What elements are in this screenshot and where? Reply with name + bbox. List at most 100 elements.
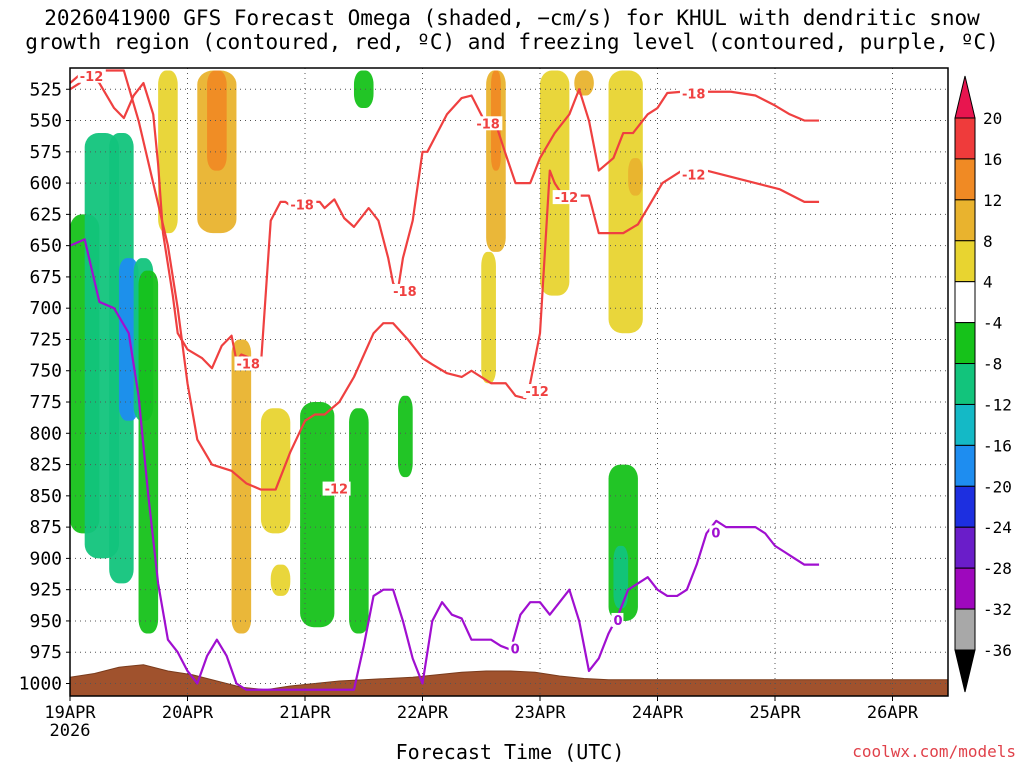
contour-label: -12 (555, 191, 579, 206)
colorbar-label: 12 (983, 191, 1002, 210)
colorbar-label: -20 (983, 477, 1012, 496)
chart-title-line-2: growth region (contoured, red, ºC) and f… (25, 30, 999, 54)
colorbar-bottom-arrow (954, 649, 976, 693)
colorbar-bin (954, 485, 976, 528)
colorbar-label: -16 (983, 436, 1012, 455)
colorbar-top-arrow (954, 75, 976, 119)
omega-shaded-region (300, 402, 335, 628)
omega-shaded-region (398, 395, 413, 478)
colorbar-label: 8 (983, 232, 993, 251)
contour-label-bg (679, 86, 708, 101)
colorbar-bin (954, 240, 976, 283)
colorbar-bin (954, 567, 976, 610)
colorbar-label: -32 (983, 600, 1012, 619)
x-tick-label: 26APR (867, 703, 919, 723)
contour-label-bg (679, 167, 708, 182)
colorbar-bin (954, 117, 976, 160)
contour-label-bg (552, 190, 581, 205)
colorbar-label: -28 (983, 559, 1012, 578)
omega-shaded-region (158, 70, 178, 234)
omega-shaded-region (353, 70, 374, 109)
terrain-surface (70, 664, 948, 696)
y-tick-label: 900 (29, 548, 62, 569)
contour-label-bg (322, 481, 351, 496)
contour-label: 0 (613, 614, 622, 629)
contour-label-bg (77, 68, 106, 83)
omega-shaded-region (138, 270, 159, 634)
colorbar-label: 20 (983, 109, 1002, 128)
y-tick-label: 825 (29, 455, 62, 476)
y-tick-label: 725 (29, 329, 62, 350)
colorbar-bin (954, 322, 976, 365)
y-tick-label: 525 (29, 79, 62, 100)
chart-title: 2026041900 GFS Forecast Omega (shaded, −… (0, 6, 1024, 54)
contour-label: -18 (290, 199, 314, 214)
colorbar-label: -24 (983, 518, 1012, 537)
colorbar-bin (954, 158, 976, 201)
contour-label: 0 (511, 643, 520, 658)
y-tick-label: 575 (29, 142, 62, 163)
contour-label-bg (523, 384, 552, 399)
x-tick-label: 21APR (279, 703, 331, 723)
colorbar-bin (954, 444, 976, 487)
omega-shaded-region (207, 70, 227, 171)
chart-title-line-1: 2026041900 GFS Forecast Omega (shaded, −… (44, 6, 980, 30)
source-credit: coolwx.com/models (852, 742, 1016, 761)
colorbar-bin (954, 199, 976, 242)
y-tick-label: 550 (29, 111, 62, 132)
contour-label-bg (391, 283, 420, 298)
contour-label: -18 (393, 285, 417, 300)
y-tick-label: 600 (29, 173, 62, 194)
y-tick-label: 975 (29, 642, 62, 663)
contour-label-bg (288, 197, 317, 212)
y-tick-label: 675 (29, 267, 62, 288)
plot-area: -18 -18 -18 -18 -18 -12 -12 -12 -12 -12 0 0 0 (70, 68, 948, 696)
y-tick-label: 800 (29, 423, 62, 444)
x-tick-label: 23APR (514, 703, 566, 723)
x-tick-label: 25APR (749, 703, 801, 723)
contour-line-minus12 (70, 69, 820, 491)
contour-label: -12 (325, 483, 349, 498)
contour-label-bg (611, 612, 624, 627)
y-tick-label: 750 (29, 361, 62, 382)
omega-shaded-region (349, 408, 369, 634)
y-tick-label: 925 (29, 580, 62, 601)
omega-shaded-region (628, 158, 643, 196)
x-tick-label: 20APR (162, 703, 214, 723)
x-axis-label: Forecast Time (UTC) (395, 740, 625, 764)
y-tick-label: 1000 (19, 673, 62, 694)
colorbar-label: 4 (983, 273, 993, 292)
colorbar-bin (954, 526, 976, 569)
colorbar-bin (954, 403, 976, 446)
contour-label-bg (474, 116, 503, 131)
contour-label: 0 (711, 526, 720, 541)
contour-label: -18 (236, 357, 259, 372)
y-tick-label: 775 (29, 392, 62, 413)
contour-label: -18 (682, 87, 706, 102)
colorbar-label: -4 (983, 314, 1002, 333)
omega-shaded-region (608, 70, 643, 334)
x-start-year-label: 2026 (50, 721, 91, 741)
y-tick-label: 700 (29, 298, 62, 319)
contour-label-bg (234, 356, 263, 371)
contour-label-bg (508, 641, 521, 656)
colorbar-label: -12 (983, 395, 1012, 414)
contour-line-0 (70, 238, 820, 691)
colorbar-label: -36 (983, 641, 1012, 660)
colorbar-bin (954, 281, 976, 324)
y-tick-label: 625 (29, 204, 62, 225)
y-tick-label: 650 (29, 236, 62, 257)
x-tick-label: 22APR (397, 703, 449, 723)
contour-label: -12 (80, 70, 104, 85)
x-tick-label: 19APR (44, 703, 96, 723)
y-tick-label: 950 (29, 611, 62, 632)
omega-shaded-region (481, 251, 496, 384)
x-tick-label: 24APR (632, 703, 684, 723)
contour-label: -12 (682, 169, 706, 184)
colorbar-bin (954, 608, 976, 651)
contour-label: -18 (476, 117, 500, 132)
contour-label: -12 (525, 385, 549, 400)
omega-shaded-region (231, 339, 252, 634)
y-tick-label: 875 (29, 517, 62, 538)
